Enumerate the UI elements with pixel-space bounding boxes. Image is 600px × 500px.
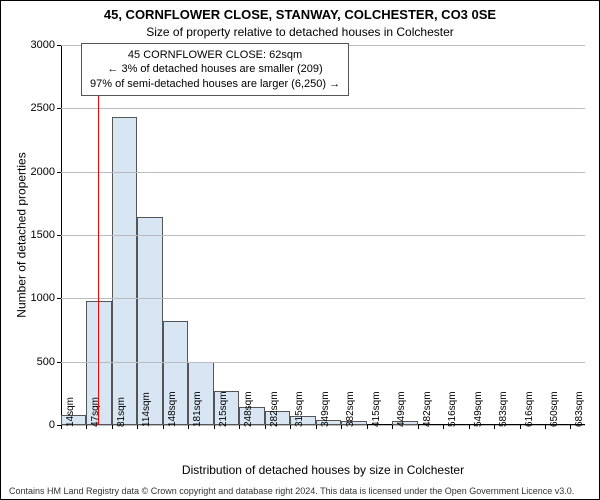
xtick-mark	[367, 425, 368, 429]
ytick-mark	[57, 108, 61, 109]
gridline	[61, 235, 585, 236]
ytick-mark	[57, 172, 61, 173]
xtick-mark	[61, 425, 62, 429]
xtick-label: 449sqm	[396, 391, 407, 427]
xtick-mark	[163, 425, 164, 429]
ytick-label: 1000	[31, 292, 55, 304]
xtick-mark	[418, 425, 419, 429]
xtick-label: 14sqm	[65, 397, 76, 427]
xtick-mark	[265, 425, 266, 429]
property-callout: 45 CORNFLOWER CLOSE: 62sqm ← 3% of detac…	[81, 43, 349, 96]
xtick-label: 349sqm	[320, 391, 331, 427]
ytick-mark	[57, 298, 61, 299]
y-axis-label: Number of detached properties	[15, 45, 29, 425]
xtick-label: 616sqm	[524, 391, 535, 427]
plot-area: 05001000150020002500300014sqm47sqm81sqm1…	[61, 45, 585, 425]
xtick-label: 181sqm	[192, 391, 203, 427]
ytick-label: 500	[37, 356, 55, 368]
ytick-mark	[57, 45, 61, 46]
ytick-label: 0	[49, 419, 55, 431]
xtick-label: 382sqm	[345, 391, 356, 427]
ytick-label: 2500	[31, 102, 55, 114]
xtick-label: 81sqm	[116, 397, 127, 427]
ytick-label: 3000	[31, 39, 55, 51]
x-axis-label: Distribution of detached houses by size …	[61, 463, 585, 477]
xtick-label: 148sqm	[167, 391, 178, 427]
xtick-label: 415sqm	[371, 391, 382, 427]
gridline	[61, 362, 585, 363]
xtick-mark	[570, 425, 571, 429]
callout-line-1: 45 CORNFLOWER CLOSE: 62sqm	[90, 48, 340, 62]
title-line-1: 45, CORNFLOWER CLOSE, STANWAY, COLCHESTE…	[1, 7, 599, 23]
property-marker-line	[98, 45, 99, 425]
xtick-mark	[290, 425, 291, 429]
xtick-label: 549sqm	[473, 391, 484, 427]
xtick-label: 47sqm	[90, 397, 101, 427]
xtick-mark	[545, 425, 546, 429]
xtick-mark	[469, 425, 470, 429]
xtick-mark	[188, 425, 189, 429]
xtick-label: 282sqm	[269, 391, 280, 427]
xtick-mark	[443, 425, 444, 429]
xtick-mark	[239, 425, 240, 429]
credit-text: Contains HM Land Registry data © Crown c…	[9, 486, 574, 496]
ytick-label: 2000	[31, 166, 55, 178]
chart-container: 45, CORNFLOWER CLOSE, STANWAY, COLCHESTE…	[0, 0, 600, 500]
xtick-label: 516sqm	[447, 391, 458, 427]
ytick-label: 1500	[31, 229, 55, 241]
xtick-mark	[520, 425, 521, 429]
title-line-2: Size of property relative to detached ho…	[1, 25, 599, 40]
xtick-mark	[494, 425, 495, 429]
xtick-mark	[341, 425, 342, 429]
gridline	[61, 172, 585, 173]
gridline	[61, 298, 585, 299]
ytick-mark	[57, 235, 61, 236]
xtick-mark	[316, 425, 317, 429]
callout-line-3: 97% of semi-detached houses are larger (…	[90, 77, 340, 91]
callout-line-2: ← 3% of detached houses are smaller (209…	[90, 62, 340, 76]
xtick-label: 482sqm	[422, 391, 433, 427]
xtick-label: 114sqm	[141, 392, 152, 427]
xtick-label: 248sqm	[243, 391, 254, 427]
xtick-label: 315sqm	[294, 391, 305, 427]
histogram-bar	[112, 117, 137, 425]
xtick-label: 650sqm	[549, 391, 560, 427]
xtick-mark	[137, 425, 138, 429]
gridline	[61, 108, 585, 109]
xtick-mark	[392, 425, 393, 429]
xtick-label: 215sqm	[218, 391, 229, 427]
xtick-mark	[112, 425, 113, 429]
xtick-label: 683sqm	[574, 391, 585, 427]
xtick-label: 583sqm	[498, 391, 509, 427]
xtick-mark	[214, 425, 215, 429]
chart-title: 45, CORNFLOWER CLOSE, STANWAY, COLCHESTE…	[1, 7, 599, 40]
xtick-mark	[86, 425, 87, 429]
ytick-mark	[57, 362, 61, 363]
